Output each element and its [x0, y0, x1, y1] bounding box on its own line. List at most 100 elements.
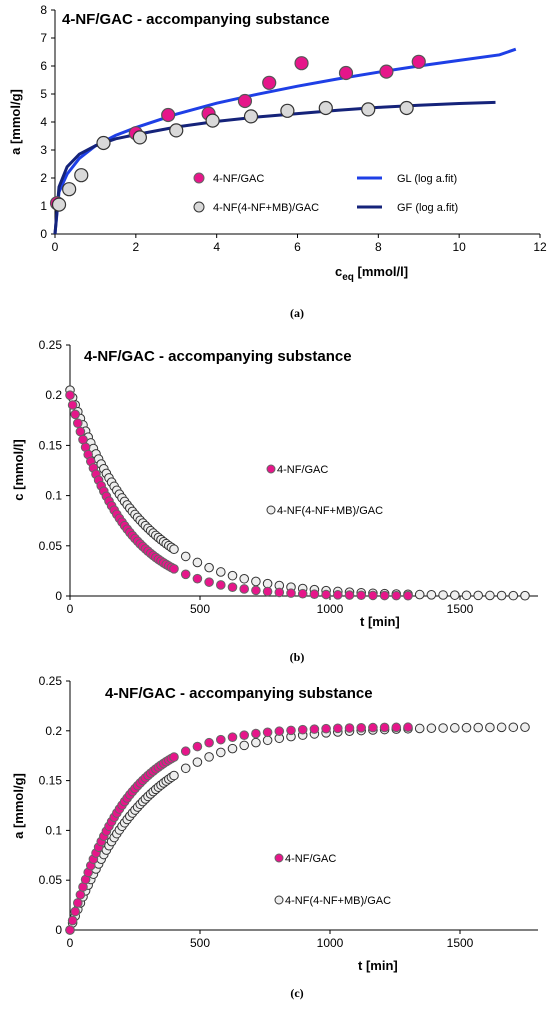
data-point-4-nf-4-nf-mb-gac	[251, 737, 261, 748]
y-tick-label: 3	[40, 143, 47, 157]
data-point-4-nf-4-nf-mb-gac	[496, 722, 507, 733]
chart-c-x-label: t [min]	[358, 958, 398, 973]
data-point-4-nf-gac	[379, 590, 390, 601]
data-point-4-nf-gac	[192, 741, 203, 752]
data-point-4-nf-gac	[65, 925, 75, 935]
chart-c: 4-NF/GAC - accompanying substance 0 0.05 0…	[11, 674, 538, 1000]
data-point-4-nf-4-nf-mb-gac	[227, 743, 238, 754]
legend-label-4nf-mb: 4-NF(4-NF+MB)/GAC	[285, 895, 391, 907]
data-point-4-nf-gac	[262, 727, 273, 738]
data-point-4-nf-gac	[403, 590, 413, 601]
data-point-4-nf-gac	[169, 564, 179, 574]
y-tick-label: 0.05	[39, 873, 63, 887]
data-point-4-nf-4-nf-mb-gac	[205, 113, 220, 128]
data-point-4-nf-gac	[356, 590, 367, 601]
legend-label-gf: GF (log a.fit)	[397, 202, 458, 214]
caption-b: (b)	[290, 650, 305, 664]
data-point-4-nf-gac	[274, 587, 285, 598]
data-point-4-nf-4-nf-mb-gac	[520, 722, 530, 733]
legend-label-4nf-gac: 4-NF/GAC	[277, 464, 328, 476]
chart-b-y-label: c [mmol/l]	[11, 439, 26, 500]
y-tick-label: 7	[40, 31, 47, 45]
series-line-gl-log-a-fit	[53, 47, 517, 235]
x-tick-label: 12	[533, 240, 547, 254]
data-point-4-nf-4-nf-mb-gac	[450, 590, 460, 600]
chart-a-y-label: a [mmol/g]	[8, 89, 23, 155]
chart-b-legend: 4-NF/GAC 4-NF(4-NF+MB)/GAC	[266, 464, 383, 517]
data-point-4-nf-4-nf-mb-gac	[414, 589, 425, 600]
data-point-4-nf-gac	[321, 723, 331, 734]
data-point-4-nf-4-nf-mb-gac	[485, 722, 495, 733]
y-tick-label: 0.2	[45, 388, 62, 402]
x-tick-label: 4	[213, 240, 220, 254]
data-point-4-nf-gac	[309, 589, 320, 599]
data-point-4-nf-4-nf-mb-gac	[426, 723, 437, 734]
data-point-4-nf-4-nf-mb-gac	[204, 752, 214, 762]
data-point-4-nf-4-nf-mb-gac	[192, 557, 203, 568]
x-tick-label: 1500	[447, 936, 474, 950]
data-point-4-nf-gac	[73, 418, 83, 428]
data-point-4-nf-gac	[67, 915, 78, 926]
data-point-4-nf-4-nf-mb-gac	[216, 567, 226, 577]
y-tick-label: 0.15	[39, 438, 63, 452]
x-tick-label: 1500	[447, 602, 474, 616]
data-point-4-nf-4-nf-mb-gac	[51, 197, 67, 212]
data-point-4-nf-gac	[70, 906, 80, 917]
legend-label-4nf-gac: 4-NF/GAC	[213, 173, 264, 185]
x-tick-label: 1000	[317, 936, 344, 950]
data-point-4-nf-4-nf-mb-gac	[473, 722, 484, 733]
data-point-4-nf-gac	[294, 56, 309, 71]
x-tick-label: 0	[52, 240, 59, 254]
data-point-4-nf-4-nf-mb-gac	[74, 168, 89, 183]
chart-b: 4-NF/GAC - accompanying substance 0 0.05 0…	[11, 338, 538, 664]
caption-c: (c)	[290, 986, 303, 1000]
data-point-4-nf-gac	[169, 752, 179, 762]
data-point-4-nf-gac	[180, 746, 191, 757]
data-point-4-nf-gac	[161, 107, 176, 123]
legend-marker-4nf-gac	[266, 464, 276, 474]
chart-b-title: 4-NF/GAC - accompanying substance	[84, 348, 352, 365]
data-point-4-nf-gac	[286, 588, 296, 598]
y-tick-label: 4	[40, 115, 47, 129]
data-point-4-nf-gac	[297, 588, 308, 599]
data-point-4-nf-4-nf-mb-gac	[216, 747, 226, 758]
data-point-4-nf-gac	[333, 590, 343, 600]
chart-a: 4-NF/GAC - accompanying substance 012345…	[8, 3, 547, 320]
data-point-4-nf-gac	[73, 898, 83, 908]
data-point-4-nf-gac	[321, 589, 331, 600]
chart-a-legend: 4-NF/GAC GL (log a.fit) 4-NF(4-NF+MB)/GA…	[193, 172, 458, 214]
data-point-4-nf-gac	[227, 582, 238, 592]
data-point-4-nf-gac	[192, 573, 203, 584]
data-point-4-nf-4-nf-mb-gac	[496, 590, 507, 601]
legend-marker-4nf-mb	[266, 505, 276, 515]
data-point-4-nf-gac	[391, 590, 402, 601]
data-point-4-nf-gac	[297, 724, 308, 735]
chart-c-title: 4-NF/GAC - accompanying substance	[105, 685, 373, 702]
legend-marker-4nf-gac	[274, 853, 284, 863]
data-point-4-nf-4-nf-mb-gac	[262, 578, 273, 589]
x-tick-label: 0	[67, 602, 74, 616]
y-tick-label: 0	[40, 227, 47, 241]
data-point-4-nf-gac	[204, 737, 214, 748]
legend-label-4nf-gac: 4-NF/GAC	[285, 853, 336, 865]
data-point-4-nf-gac	[411, 54, 426, 69]
x-tick-label: 2	[132, 240, 139, 254]
chart-b-x-label: t [min]	[360, 614, 400, 629]
chart-a-title: 4-NF/GAC - accompanying substance	[62, 11, 330, 28]
y-tick-label: 2	[40, 171, 47, 185]
data-point-4-nf-gac	[216, 734, 226, 745]
data-point-4-nf-gac	[262, 586, 273, 597]
legend-marker-4nf-mb	[274, 895, 284, 905]
y-tick-label: 0	[55, 589, 62, 603]
data-point-4-nf-gac	[75, 889, 86, 900]
legend-marker-4nf-mb	[193, 201, 205, 213]
data-point-4-nf-4-nf-mb-gac	[262, 735, 273, 746]
y-tick-label: 0.05	[39, 539, 63, 553]
y-tick-label: 0.25	[39, 674, 63, 688]
y-tick-label: 0.1	[45, 823, 62, 837]
data-point-4-nf-4-nf-mb-gac	[169, 770, 179, 781]
data-point-4-nf-gac	[368, 722, 378, 733]
data-point-4-nf-4-nf-mb-gac	[192, 757, 203, 767]
legend-label-gl: GL (log a.fit)	[397, 173, 457, 185]
legend-marker-4nf-gac	[193, 172, 205, 184]
